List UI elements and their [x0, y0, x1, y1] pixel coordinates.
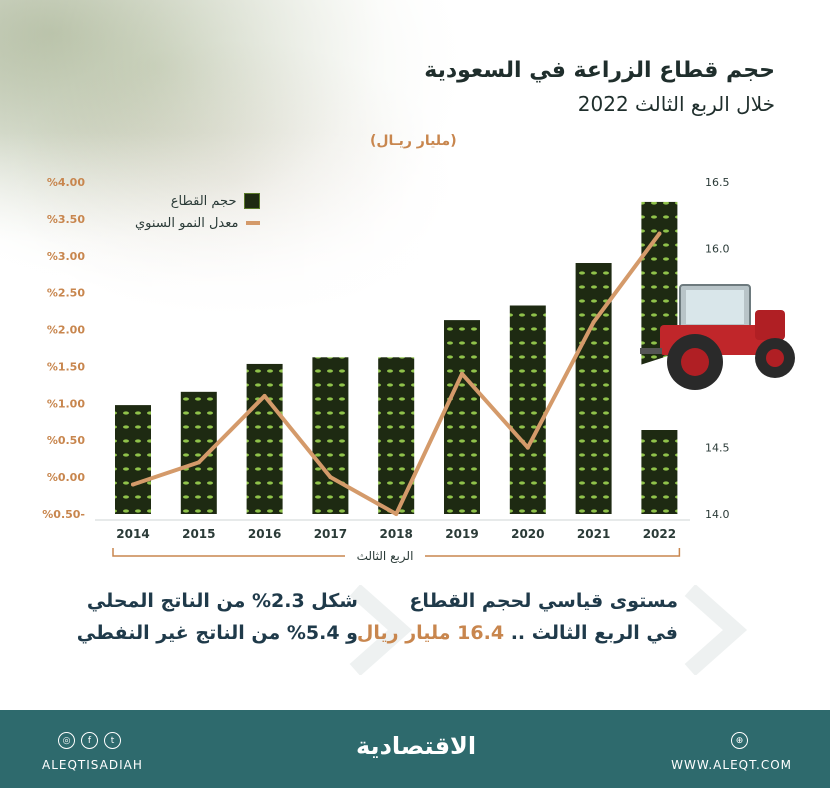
- facebook-icon[interactable]: f: [81, 732, 98, 749]
- x-tick-label: 2019: [445, 527, 478, 541]
- highlight-gdp-share: شكل 2.3% من الناتج المحلي و 5.4% من النا…: [77, 590, 358, 654]
- bar-2019: [444, 320, 480, 514]
- x-tick-label: 2018: [379, 527, 412, 541]
- y-left-tick-label: %0.50-: [42, 508, 85, 521]
- legend-bar-label: حجم القطاع: [170, 193, 237, 209]
- y-right-tick-label: 14.5: [705, 442, 730, 455]
- bracket-label: الربع الثالث: [357, 549, 414, 564]
- y-left-tick-label: %2.50: [47, 287, 86, 300]
- highlight-record-size: مستوى قياسي لحجم القطاع في الربع الثالث …: [357, 590, 678, 654]
- chevron-left-icon: [349, 585, 413, 675]
- page-subtitle: خلال الربع الثالث 2022: [577, 92, 775, 116]
- x-tick-label: 2021: [577, 527, 610, 541]
- y-left-tick-label: %0.00: [47, 471, 86, 484]
- bar-2020: [509, 305, 546, 514]
- legend-line-label: معدل النمو السنوي: [135, 215, 239, 231]
- tractor-image: [640, 284, 810, 430]
- y-left-tick-label: %1.50: [47, 360, 86, 373]
- y-left-tick-label: %2.00: [47, 324, 86, 337]
- bar-2017: [312, 357, 349, 514]
- legend-item-bars: حجم القطاع: [135, 190, 261, 212]
- highlight-right-value: 16.4 مليار ريال: [356, 622, 505, 644]
- x-tick-label: 2015: [182, 527, 215, 541]
- growth-point-2016: [262, 393, 267, 398]
- brand-logo: الاقتصادية: [356, 732, 477, 760]
- x-tick-label: 2022: [643, 527, 676, 541]
- unit-label: (مليار ريـال): [370, 133, 457, 149]
- highlight-right-line1: مستوى قياسي لحجم القطاع: [409, 590, 678, 612]
- growth-point-2019: [460, 371, 464, 376]
- globe-icon: ⊕: [731, 732, 748, 749]
- y-right-tick-label: 16.0: [705, 242, 730, 255]
- legend-bar-swatch: [244, 193, 261, 209]
- website-link[interactable]: WWW.ALEQT.COM: [671, 758, 792, 772]
- highlight-right-prefix: في الربع الثالث ..: [510, 622, 678, 644]
- y-left-tick-label: %0.50: [47, 434, 86, 447]
- growth-point-2018: [394, 512, 399, 516]
- bar-2016: [246, 363, 283, 514]
- bar-2015: [180, 391, 217, 514]
- background-photo: [0, 0, 520, 330]
- y-left-tick-label: %4.00: [47, 176, 86, 189]
- footer: ◎ f t ALEQTISADIAH الاقتصادية ⊕ WWW.ALEQ…: [0, 710, 830, 788]
- y-left-tick-label: %3.50: [47, 213, 86, 226]
- highlight-right-line2: في الربع الثالث .. 16.4 مليار ريال: [357, 622, 678, 654]
- combo-chart: %4.00 %3.50 %3.00 %2.50 %2.00 %1.50 %1.00 %0.50…: [42, 176, 730, 565]
- highlight-left-line2: و 5.4% من الناتج غير النفطي: [76, 622, 358, 644]
- y-left-tick-label: %1.00: [47, 397, 86, 410]
- y-right-tick-label: 14.0: [705, 508, 730, 521]
- x-tick-label: 2020: [511, 527, 544, 541]
- highlight-left-line1: شكل 2.3% من الناتج المحلي: [86, 590, 358, 612]
- legend: حجم القطاع معدل النمو السنوي: [135, 190, 261, 234]
- page-title: حجم قطاع الزراعة في السعودية: [424, 58, 775, 83]
- chevron-right-icon: [684, 585, 748, 675]
- y-right-tick-label: 16.5: [705, 176, 730, 189]
- bracket-label-bg: [345, 547, 425, 565]
- instagram-icon[interactable]: ◎: [58, 732, 75, 749]
- growth-point-2020: [525, 445, 530, 450]
- legend-line-swatch: [246, 221, 261, 225]
- x-tick-label: 2017: [314, 527, 347, 541]
- bar-2021: [575, 263, 612, 514]
- growth-point-2015: [196, 460, 201, 465]
- growth-point-2014: [131, 482, 135, 487]
- social-handle[interactable]: ALEQTISADIAH: [42, 758, 143, 772]
- bar-2014: [115, 405, 151, 514]
- social-icons: ◎ f t: [58, 732, 121, 749]
- growth-point-2017: [328, 475, 333, 480]
- growth-point-2022: [657, 231, 662, 236]
- legend-item-line: معدل النمو السنوي: [135, 212, 261, 234]
- x-tick-label: 2016: [248, 527, 281, 541]
- twitter-icon[interactable]: t: [104, 732, 121, 749]
- growth-point-2021: [591, 320, 596, 325]
- y-left-tick-label: %3.00: [47, 250, 86, 263]
- x-tick-label: 2014: [116, 527, 149, 541]
